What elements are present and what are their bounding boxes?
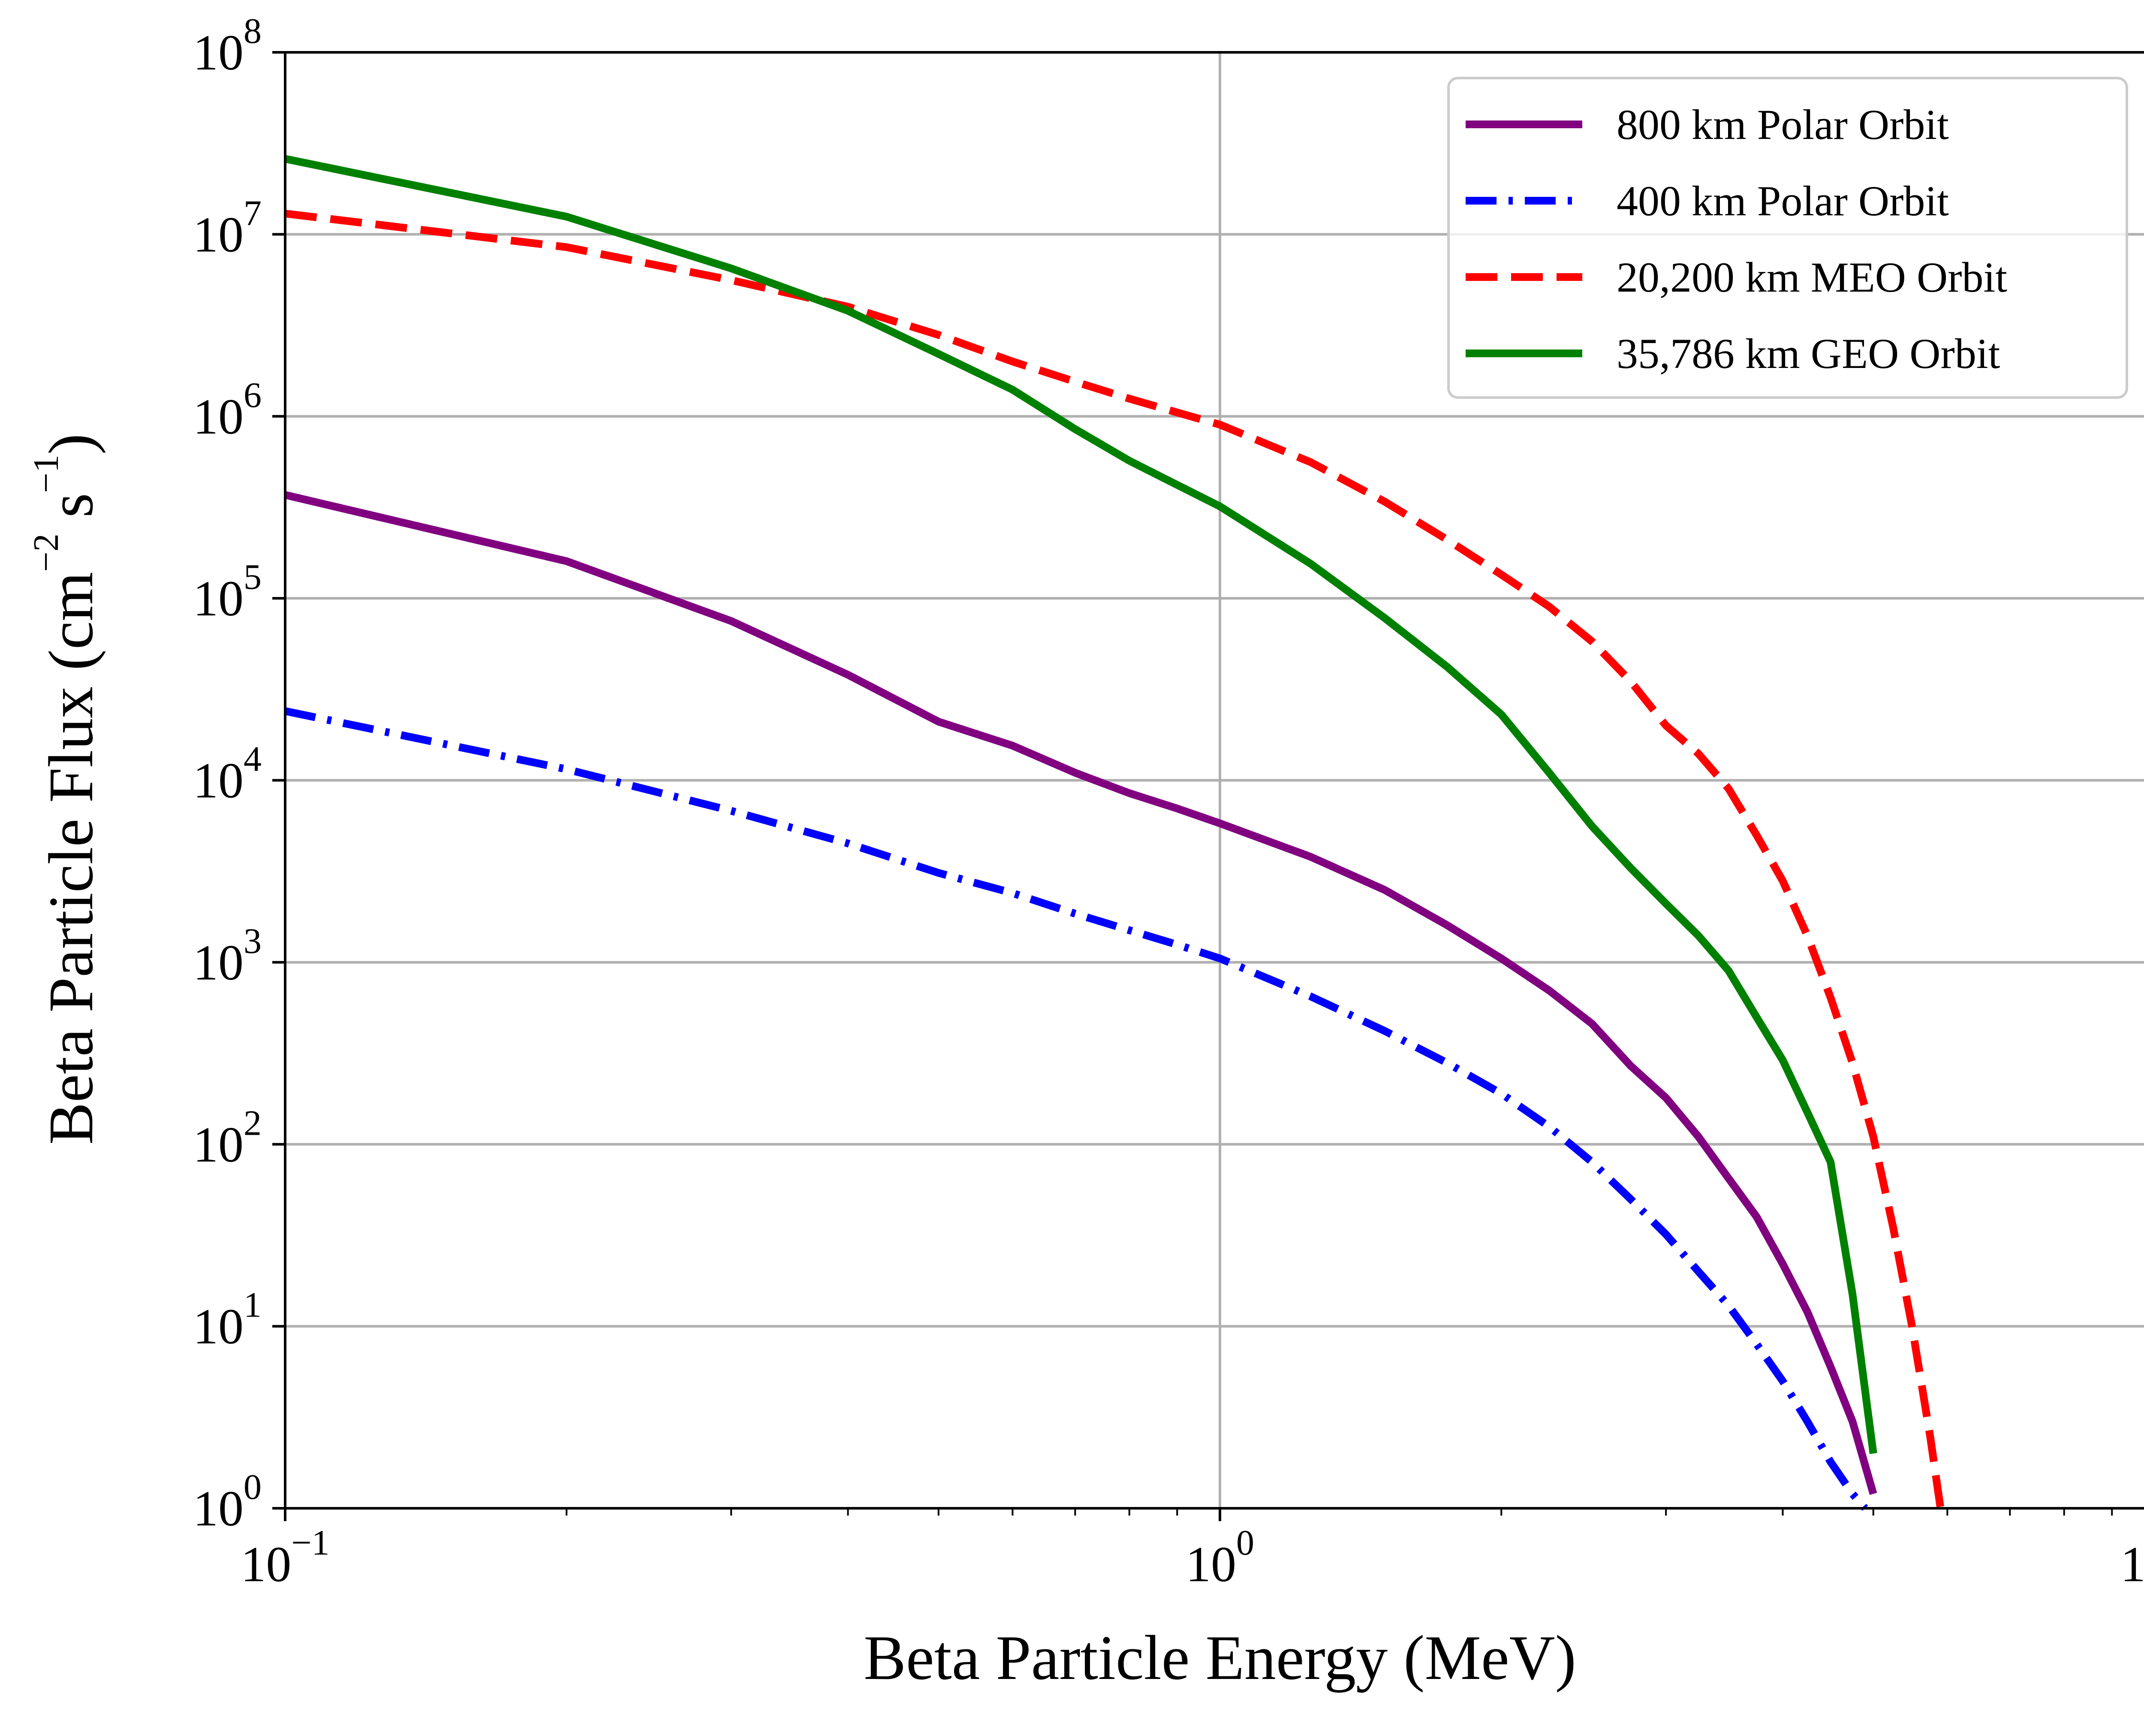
y-tick-exp: 6 [244,375,262,415]
y-tick-base: 10 [193,389,244,445]
y-axis-label-end: ) [36,434,106,455]
y-axis-label-main: Beta Particle Flux (cm [36,572,106,1145]
y-tick-label: 101 [193,1285,262,1355]
y-tick-base: 10 [193,570,244,627]
x-tick-label: 101 [2120,1523,2144,1592]
y-tick-label: 103 [193,921,262,991]
plot-frame [284,51,2144,1510]
y-tick-label: 107 [193,193,262,262]
y-tick-base: 10 [193,24,244,81]
y-tick-label: 105 [193,557,262,627]
y-tick-label: 106 [193,375,262,445]
legend: 800 km Polar Orbit 400 km Polar Orbit 20,2… [1447,77,2128,399]
x-axis-label: Beta Particle Energy (MeV) [864,1623,1576,1693]
series-lines [284,155,1945,1511]
y-tick-base: 10 [193,753,244,809]
series-line-4 [284,155,1877,1454]
y-tick-label: 108 [193,11,262,81]
x-tick-label: 100 [1186,1523,1254,1592]
y-tick-exp: 1 [244,1285,262,1325]
x-tick-base: 10 [1186,1536,1236,1592]
legend-label-1: 800 km Polar Orbit [1617,101,1949,148]
y-axis-label-exp1: −2 [26,533,66,572]
legend-label-3: 20,200 km MEO Orbit [1617,253,2007,301]
y-tick-base: 10 [193,1480,244,1537]
series-line-1 [284,491,1877,1495]
series-line-2 [284,707,1868,1511]
x-tick-exp: −1 [291,1523,329,1563]
y-tick-exp: 7 [244,193,262,233]
x-tick-base: 10 [241,1536,291,1592]
y-axis-label-mid: s [36,493,106,533]
x-tick-label: 10−1 [241,1523,329,1592]
legend-label-2: 400 km Polar Orbit [1617,177,1949,225]
x-tick-exp: 0 [1236,1523,1254,1563]
series-line-3 [284,210,1945,1509]
y-tick-base: 10 [193,206,244,262]
y-tick-exp: 5 [244,557,262,597]
y-tick-base: 10 [193,934,244,991]
y-tick-exp: 3 [244,921,262,961]
y-tick-base: 10 [193,1116,244,1172]
y-axis-label-exp2: −1 [26,455,66,493]
y-tick-exp: 4 [244,739,262,779]
y-tick-exp: 0 [244,1467,262,1507]
y-tick-label: 102 [193,1103,262,1172]
y-axis-label: Beta Particle Flux (cm−2 s−1) [26,434,106,1145]
y-tick-label: 100 [193,1467,262,1537]
y-tick-exp: 2 [244,1103,262,1143]
x-tick-base: 10 [2120,1536,2144,1592]
legend-box [1447,77,2128,399]
y-tick-base: 10 [193,1299,244,1355]
y-tick-label: 104 [193,739,262,809]
y-tick-exp: 8 [244,11,262,51]
legend-label-4: 35,786 km GEO Orbit [1617,330,2000,377]
